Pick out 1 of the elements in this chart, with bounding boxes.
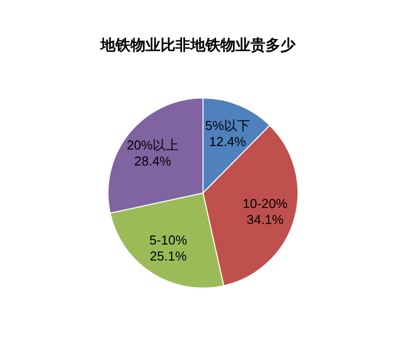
title: 地铁物业比非地铁物业贵多少: [100, 37, 296, 54]
